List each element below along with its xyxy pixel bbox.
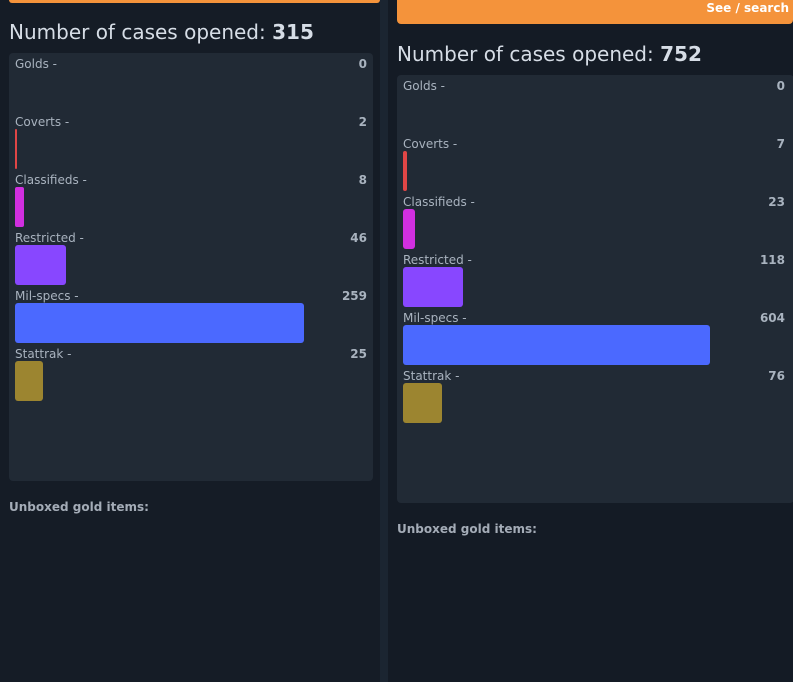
rarity-count: 118 [759, 253, 785, 267]
rarity-bar [403, 325, 710, 365]
rarity-row: Stattrak - 25 [15, 343, 367, 401]
rarity-bar [15, 129, 17, 169]
rarity-count: 604 [759, 311, 785, 325]
unboxed-gold-heading: Unboxed gold items: [9, 500, 149, 514]
rarity-stats-box: Golds - 0 Coverts - 2 Classifieds - 8 Restrict… [9, 53, 373, 481]
rarity-label: Stattrak - [15, 347, 72, 361]
rarity-row: Mil-specs - 259 [15, 285, 367, 343]
rarity-count: 23 [768, 195, 785, 209]
rarity-bar [403, 209, 415, 249]
panel-divider [380, 0, 388, 682]
rarity-bar [403, 267, 463, 307]
rarity-count: 7 [776, 137, 785, 151]
see-search-button[interactable]: See / search [397, 0, 793, 24]
rarity-row: Golds - 0 [15, 53, 367, 111]
rarity-count: 2 [358, 115, 367, 129]
rarity-stats-box: Golds - 0 Coverts - 7 Classifieds - 23 Restric… [397, 75, 793, 503]
rarity-count: 0 [358, 57, 367, 71]
rarity-label: Golds - [15, 57, 57, 71]
rarity-label: Coverts - [403, 137, 458, 151]
rarity-count: 259 [341, 289, 367, 303]
cases-opened-label: Number of cases opened: [397, 42, 654, 66]
rarity-label: Mil-specs - [403, 311, 467, 325]
rarity-label: Golds - [403, 79, 445, 93]
cases-opened-heading: Number of cases opened: 315 [9, 20, 314, 44]
rarity-label: Coverts - [15, 115, 70, 129]
rarity-row: Restricted - 118 [403, 249, 785, 307]
cases-opened-heading: Number of cases opened: 752 [397, 42, 702, 66]
rarity-row: Restricted - 46 [15, 227, 367, 285]
rarity-row: Classifieds - 23 [403, 191, 785, 249]
rarity-bar [15, 187, 24, 227]
rarity-row: Golds - 0 [403, 75, 785, 133]
rarity-bar [15, 245, 66, 285]
rarity-label: Restricted - [403, 253, 472, 267]
cases-opened-count: 315 [272, 20, 314, 44]
orange-header-bar [9, 0, 380, 3]
rarity-count: 0 [776, 79, 785, 93]
rarity-label: Classifieds - [15, 173, 87, 187]
cases-opened-label: Number of cases opened: [9, 20, 266, 44]
rarity-bar [15, 303, 304, 343]
rarity-row: Stattrak - 76 [403, 365, 785, 423]
rarity-label: Classifieds - [403, 195, 475, 209]
cases-opened-count: 752 [660, 42, 702, 66]
rarity-row: Coverts - 7 [403, 133, 785, 191]
rarity-label: Restricted - [15, 231, 84, 245]
rarity-label: Stattrak - [403, 369, 460, 383]
rarity-row: Classifieds - 8 [15, 169, 367, 227]
rarity-row: Mil-specs - 604 [403, 307, 785, 365]
rarity-count: 8 [358, 173, 367, 187]
see-search-label: See / search [706, 1, 789, 15]
unboxed-gold-heading: Unboxed gold items: [397, 522, 537, 536]
case-stats-panel-left: Number of cases opened: 315 Golds - 0 Cove… [0, 0, 380, 682]
rarity-count: 25 [350, 347, 367, 361]
rarity-count: 76 [768, 369, 785, 383]
rarity-row: Coverts - 2 [15, 111, 367, 169]
rarity-bar [403, 151, 407, 191]
rarity-bar [15, 361, 43, 401]
rarity-count: 46 [350, 231, 367, 245]
rarity-bar [403, 383, 442, 423]
rarity-label: Mil-specs - [15, 289, 79, 303]
case-stats-panel-right: See / search Number of cases opened: 752… [388, 0, 793, 682]
